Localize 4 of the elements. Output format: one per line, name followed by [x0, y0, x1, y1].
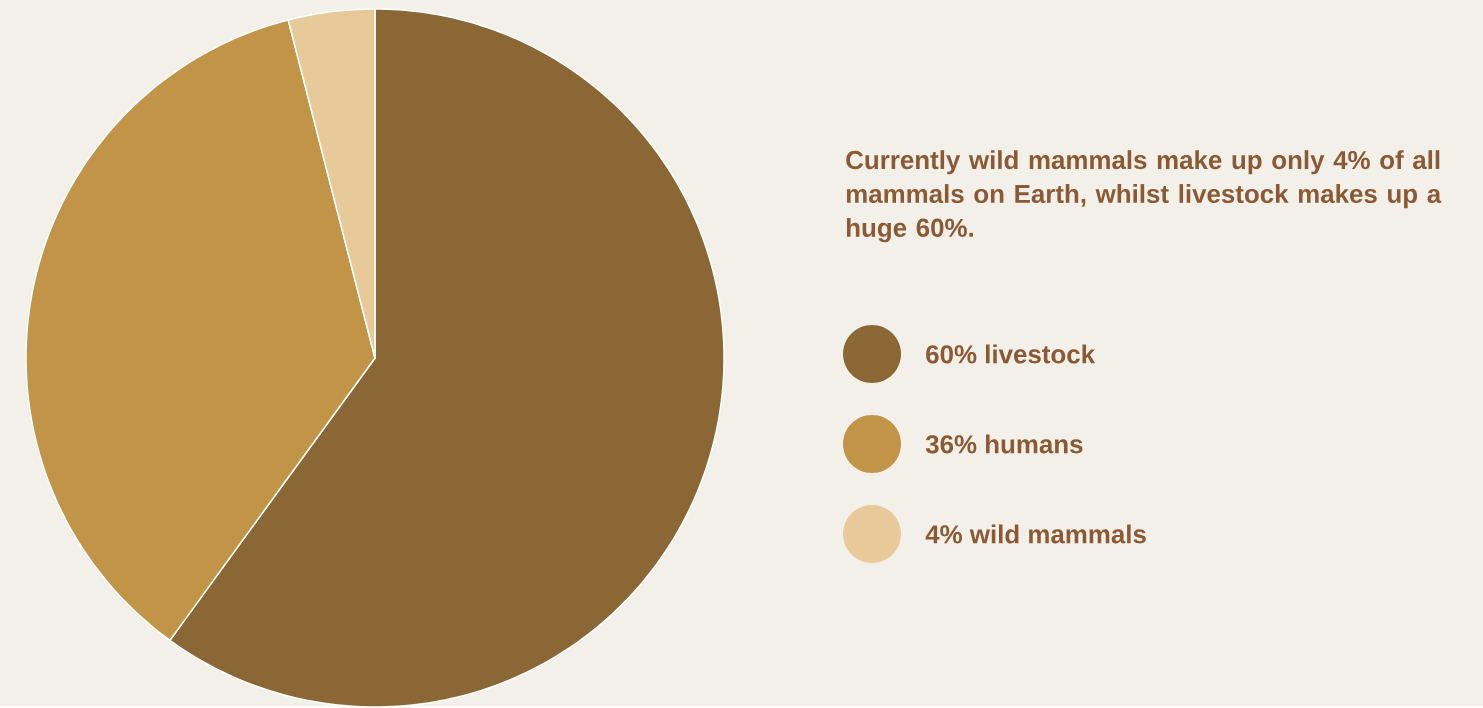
legend-label: 60% livestock — [926, 344, 1096, 364]
legend-label: 4% wild mammals — [925, 524, 1146, 544]
legend-label: 36% humans — [925, 434, 1083, 454]
text: Currently wild mammals make up only 4% of all mammals on Earth, whilst livestock makes up a huge 60%. — [846, 150, 1442, 243]
